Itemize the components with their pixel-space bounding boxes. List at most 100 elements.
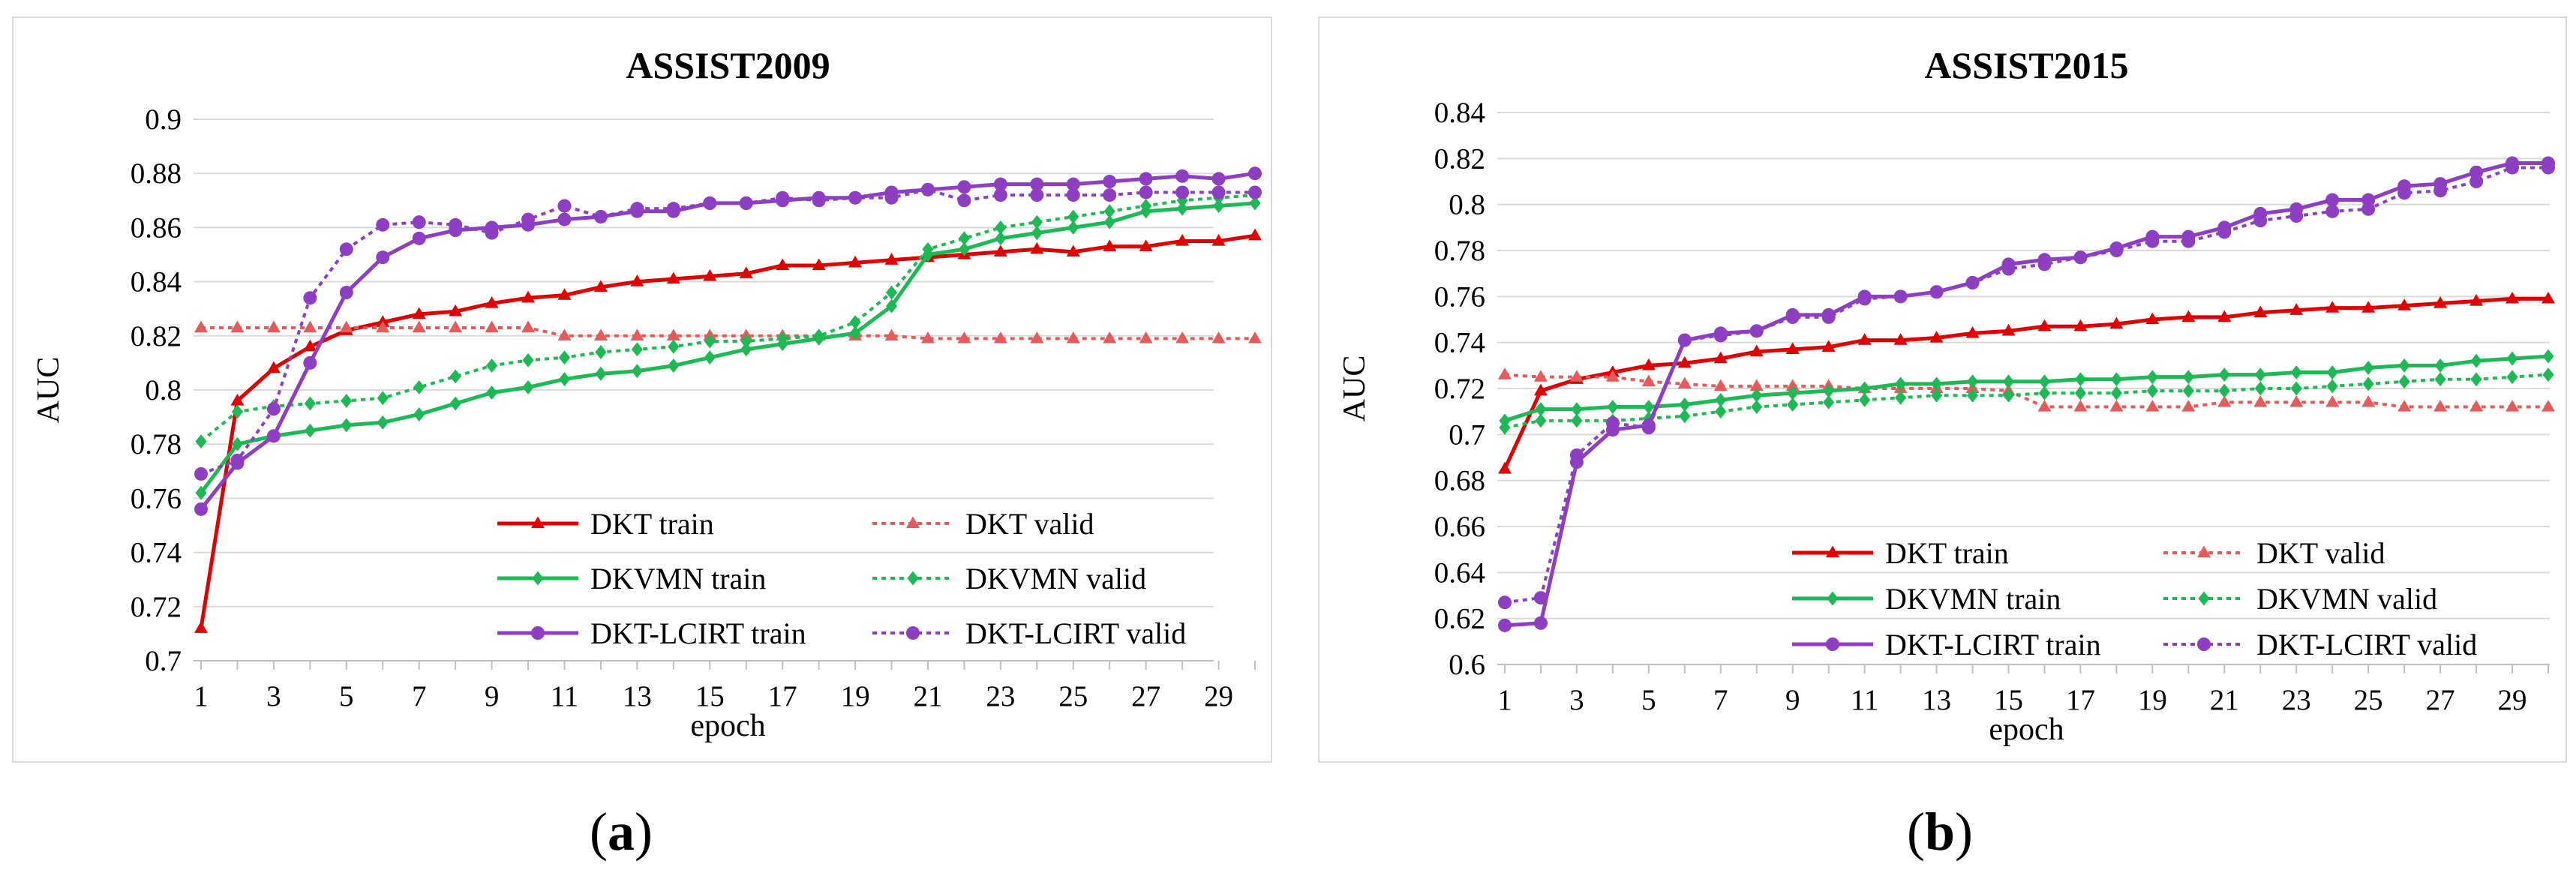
data-point-dkvmn-train [2290, 365, 2302, 380]
data-point-dkt-lcirt-train [1030, 177, 1044, 191]
data-point-dkt-lcirt-valid [2181, 234, 2196, 248]
y-tick-label: 0.76 [1434, 280, 1485, 313]
data-point-dkvmn-train [1751, 388, 1763, 403]
data-point-dkvmn-valid [1067, 209, 1079, 224]
data-point-dkvmn-train [304, 423, 316, 438]
data-point-dkvmn-train [2002, 374, 2015, 389]
data-point-dkt-train [1713, 351, 1728, 364]
x-tick-label: 7 [1713, 684, 1728, 716]
legend-label-dkt-train: DKT train [590, 507, 714, 541]
legend-label-dkvmn-train: DKVMN train [1885, 582, 2061, 616]
data-point-dkvmn-valid [341, 393, 353, 408]
data-point-dkt-train [2181, 310, 2196, 322]
data-point-dkvmn-train [704, 350, 716, 365]
data-point-dkt-train [2433, 296, 2448, 308]
data-point-dkt-lcirt-valid [1498, 596, 1512, 610]
x-tick-label: 21 [2210, 684, 2239, 716]
legend-marker-dkt-valid [906, 516, 920, 529]
data-point-dkvmn-valid [885, 285, 898, 300]
data-point-dkvmn-train [2326, 365, 2338, 380]
legend-label-dkvmn-valid: DKVMN valid [2256, 582, 2437, 616]
data-point-dkt-train [2361, 301, 2376, 313]
data-point-dkt-valid [2145, 400, 2160, 412]
data-point-dkt-train [2541, 291, 2555, 304]
data-point-dkt-valid [2397, 400, 2412, 412]
legend-marker-dkt-lcirt-train [531, 626, 545, 640]
data-point-dkvmn-train [1103, 214, 1115, 230]
data-point-dkt-train [303, 339, 317, 352]
data-point-dkvmn-valid [1031, 214, 1043, 230]
data-point-dkt-valid [1175, 331, 1190, 344]
data-point-dkvmn-valid [2110, 386, 2122, 400]
data-point-dkvmn-train [958, 242, 970, 256]
legend-label-dkt-valid: DKT valid [965, 507, 1094, 541]
data-point-dkt-train [2505, 291, 2520, 304]
data-point-dkt-lcirt-valid [2001, 262, 2016, 276]
chart-panel-assist2009: ASSIST2009 0.7 0.72 0.74 0.76 0.78 0.8 0.82 0.84… [12, 16, 1272, 763]
data-point-dkt-lcirt-train [376, 250, 390, 265]
x-axis-label: epoch [690, 709, 765, 743]
data-point-dkvmn-valid [958, 231, 970, 246]
legend-marker-dkt-train [531, 516, 545, 529]
data-point-dkvmn-train [2038, 374, 2051, 389]
data-point-dkvmn-valid [2290, 381, 2302, 396]
data-point-dkt-valid [1677, 376, 1692, 389]
data-point-dkt-lcirt-valid [412, 215, 426, 230]
series-line-dkt-lcirt-valid [200, 188, 1255, 476]
data-point-dkt-valid [2541, 400, 2555, 412]
data-point-dkt-valid [920, 331, 935, 344]
data-point-dkvmn-train [1535, 402, 1547, 417]
data-point-dkt-train [884, 253, 899, 265]
data-point-dkvmn-train [1895, 376, 1907, 392]
data-point-dkt-train [1139, 239, 1153, 251]
data-point-dkvmn-train [1966, 374, 1979, 389]
data-point-dkt-lcirt-valid [2253, 214, 2268, 228]
data-point-dkt-lcirt-valid [1605, 416, 1620, 430]
data-point-dkt-train [1248, 228, 1262, 241]
data-point-dkt-lcirt-valid [303, 291, 317, 305]
legend-marker-dkt-lcirt-valid [2197, 638, 2211, 651]
data-point-dkvmn-valid [1499, 420, 1511, 435]
data-point-dkvmn-valid [922, 242, 934, 256]
data-point-dkt-valid [957, 331, 971, 344]
data-point-dkt-lcirt-valid [1030, 188, 1044, 202]
data-point-dkvmn-train [2434, 358, 2446, 373]
data-point-dkvmn-train [668, 358, 680, 373]
y-tick-label: 0.66 [1434, 511, 1485, 543]
y-tick-label: 0.8 [145, 374, 182, 406]
data-point-dkvmn-valid [813, 328, 825, 344]
x-tick-label: 5 [339, 680, 354, 712]
data-point-dkt-train [1857, 333, 1872, 345]
data-point-dkt-lcirt-valid [266, 402, 281, 416]
data-point-dkvmn-valid [668, 339, 680, 354]
data-point-dkt-valid [2505, 400, 2520, 412]
legend-marker-dkt-lcirt-valid [906, 626, 920, 640]
data-point-dkt-valid [666, 328, 680, 340]
data-point-dkvmn-valid [1823, 394, 1835, 410]
data-point-dkvmn-valid [2146, 383, 2158, 398]
data-point-dkvmn-train [2218, 368, 2230, 382]
data-point-dkt-lcirt-valid [776, 190, 790, 205]
data-point-dkvmn-train [413, 407, 425, 422]
x-tick-label: 13 [623, 680, 652, 712]
data-point-dkt-lcirt-train [1103, 175, 1117, 189]
data-point-dkt-valid [1749, 379, 1764, 392]
data-point-dkvmn-valid [740, 334, 752, 349]
data-point-dkt-lcirt-valid [630, 202, 644, 216]
data-point-dkt-lcirt-valid [2433, 184, 2448, 198]
data-point-dkvmn-valid [1140, 199, 1152, 213]
data-point-dkt-lcirt-train [1175, 169, 1190, 183]
data-point-dkvmn-train [1571, 402, 1583, 417]
data-point-dkt-lcirt-valid [1893, 290, 1908, 304]
data-point-dkt-lcirt-valid [1749, 324, 1764, 338]
data-point-dkt-train [1929, 331, 1944, 343]
y-tick-label: 0.88 [131, 158, 182, 190]
data-point-dkt-train [2325, 301, 2340, 313]
x-tick-label: 23 [986, 680, 1015, 712]
data-point-dkvmn-valid [776, 331, 788, 346]
data-point-dkt-valid [2433, 400, 2448, 412]
legend-marker-dkt-train [1826, 545, 1839, 558]
data-point-dkt-lcirt-valid [557, 199, 572, 213]
data-point-dkt-valid [993, 331, 1007, 344]
x-tick-label: 15 [695, 680, 725, 712]
